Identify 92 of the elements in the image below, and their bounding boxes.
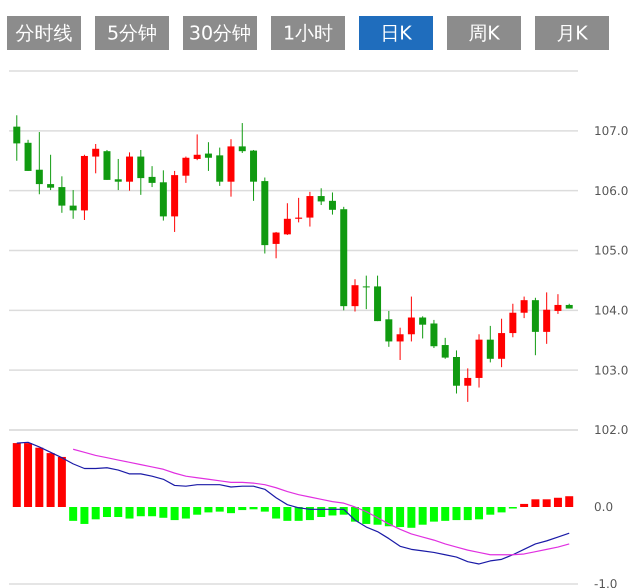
candlestick	[396, 327, 404, 360]
candlestick	[36, 132, 43, 195]
candlestick	[284, 202, 291, 236]
bar	[182, 507, 190, 519]
candlestick	[509, 303, 516, 338]
bar	[486, 507, 494, 515]
candlestick	[306, 191, 314, 228]
line-series	[16, 442, 570, 565]
bar	[148, 507, 156, 516]
candlestick	[352, 278, 359, 312]
bar	[193, 507, 202, 515]
bar	[58, 456, 66, 507]
candlestick	[520, 296, 528, 319]
candlestick	[194, 134, 201, 161]
bar	[46, 453, 55, 507]
bar	[542, 499, 551, 507]
bar	[441, 507, 450, 521]
bar	[35, 448, 44, 507]
candlestick	[543, 292, 550, 344]
text: 日K	[380, 22, 412, 45]
candlestick	[419, 316, 426, 339]
bar	[520, 504, 528, 507]
candlestick	[328, 192, 336, 216]
candlestick	[430, 319, 438, 349]
bar	[159, 507, 168, 518]
candlestick	[486, 325, 494, 363]
candlestick	[148, 166, 156, 188]
bar	[452, 507, 460, 520]
candlestick	[385, 310, 392, 348]
bar	[554, 498, 562, 507]
candlestick	[58, 176, 66, 214]
bar	[170, 507, 179, 520]
bar	[374, 507, 382, 525]
y-tick-label: 103.0	[594, 363, 628, 378]
bar	[475, 507, 484, 520]
bar	[69, 507, 78, 521]
candlestick	[204, 142, 212, 172]
y-tick-label: 102.0	[594, 423, 628, 438]
bar	[294, 507, 303, 521]
bar	[396, 507, 404, 528]
candlestick	[70, 190, 77, 220]
text: 30分钟	[188, 22, 252, 45]
bar	[498, 507, 506, 512]
candlestick	[13, 114, 20, 162]
candlestick	[318, 188, 325, 206]
bar	[238, 507, 246, 510]
text: 分时线	[16, 22, 72, 45]
bar	[464, 507, 472, 520]
bar	[260, 507, 269, 512]
bar	[362, 507, 370, 524]
text: 月K	[556, 22, 588, 45]
y-tick-label: 105.0	[594, 244, 628, 258]
y-tick-label: 106.0	[594, 184, 628, 198]
text: 1小时	[282, 22, 334, 45]
candlestick	[442, 337, 449, 360]
candlestick	[295, 197, 302, 223]
bar	[24, 443, 32, 507]
line-series	[72, 448, 570, 556]
candlestick	[554, 294, 562, 314]
text: 周K	[468, 22, 500, 45]
bar	[92, 507, 100, 520]
candlestick	[464, 368, 472, 402]
bar	[114, 507, 122, 518]
bar	[136, 507, 145, 516]
bar	[407, 507, 416, 528]
candlestick	[238, 122, 246, 154]
candlestick	[92, 143, 100, 174]
bar	[126, 507, 134, 519]
bar	[272, 507, 280, 519]
candlestick	[408, 296, 415, 342]
bar	[80, 507, 88, 524]
bar	[565, 496, 574, 507]
bar	[204, 507, 212, 512]
y-tick-label: 104.0	[594, 304, 628, 318]
candlestick	[182, 156, 190, 184]
y-tick-label: 107.0	[594, 124, 628, 138]
text: 5分钟	[106, 22, 158, 45]
bar	[384, 507, 393, 526]
bar	[12, 443, 21, 507]
candlestick	[362, 275, 370, 310]
bar	[531, 499, 540, 507]
bar	[216, 507, 224, 512]
y-tick-label: -1.0	[594, 577, 618, 588]
bar	[102, 507, 111, 518]
y-tick-label: 0.0	[594, 500, 614, 514]
candlestick	[47, 154, 54, 191]
bar	[418, 507, 427, 525]
candlestick	[137, 149, 144, 196]
candlestick	[272, 231, 280, 259]
bar	[283, 507, 292, 521]
bar	[430, 507, 438, 522]
bar	[226, 507, 235, 514]
